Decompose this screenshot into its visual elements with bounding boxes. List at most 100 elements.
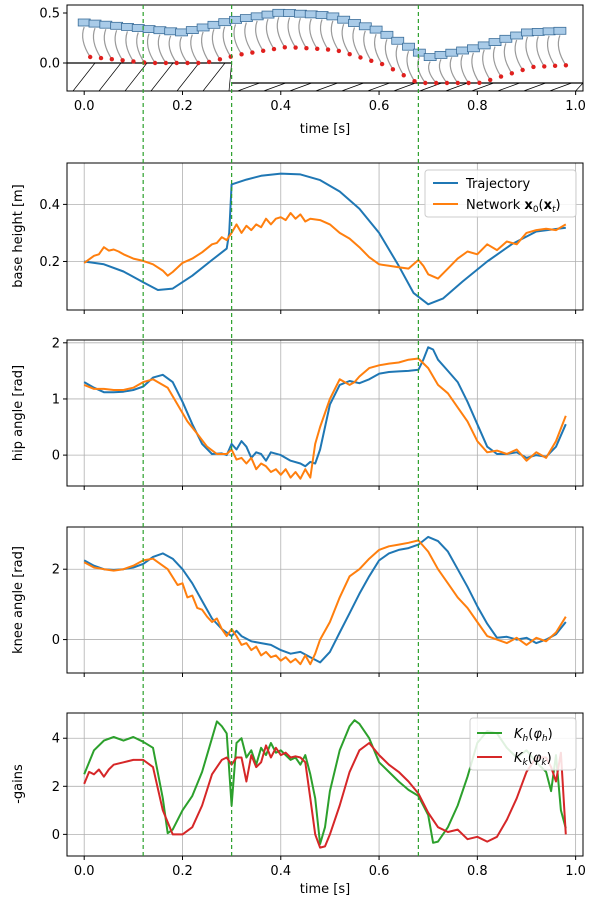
- x-tick-label: 0.4: [270, 99, 291, 114]
- robot-foot: [401, 73, 406, 78]
- robot-body: [88, 19, 102, 28]
- robot-leg: [341, 23, 351, 55]
- robot-leg: [265, 18, 275, 50]
- robot-body: [402, 42, 415, 51]
- robot-body: [261, 10, 275, 19]
- axes-frame: [66, 339, 584, 487]
- robot-leg: [168, 35, 178, 64]
- ground-hatch: [549, 82, 572, 92]
- y-tick-label: 1: [52, 392, 60, 407]
- robot-leg: [82, 26, 91, 58]
- robot-leg: [276, 17, 286, 48]
- robot-foot: [196, 60, 201, 66]
- robot-leg: [298, 17, 307, 49]
- robot-leg: [460, 54, 470, 84]
- robot-body: [456, 46, 470, 55]
- robot-foot: [293, 45, 298, 50]
- x-tick-label: 0.0: [74, 864, 95, 879]
- axes-frame: [66, 4, 584, 92]
- robot-body: [326, 12, 340, 21]
- axes-frame: [66, 712, 584, 857]
- robot-leg: [395, 45, 405, 76]
- robot-foot: [217, 57, 223, 62]
- robot-body: [164, 27, 178, 36]
- panel-hip-angle: 0 1 2 hip angle [rad]: [11, 336, 584, 490]
- x-tick-label: 0.6: [369, 99, 390, 114]
- series-line-1: [83, 357, 567, 480]
- robot-body: [521, 28, 534, 37]
- ground-hatch: [124, 62, 148, 92]
- robot-foot: [412, 79, 417, 84]
- robot-leg: [179, 36, 188, 64]
- y-axis-label: base height [m]: [11, 184, 26, 288]
- robot-foot: [455, 80, 460, 86]
- robot-leg: [114, 30, 124, 61]
- robot-leg: [438, 59, 448, 84]
- robot-leg: [136, 32, 145, 63]
- robot-leg: [201, 31, 210, 63]
- legend-box: [424, 169, 577, 218]
- ground-hatch: [72, 62, 96, 92]
- y-axis-label: hip angle [rad]: [11, 365, 26, 461]
- robot-leg: [157, 34, 167, 64]
- robot-leg: [352, 27, 361, 58]
- robot-body: [531, 27, 545, 36]
- robot-foot: [423, 80, 428, 86]
- ground-hatch: [289, 82, 312, 92]
- x-tick-label: 1.0: [565, 864, 586, 879]
- robot-foot: [109, 57, 115, 62]
- panel-gains: 0.0 0.2 0.4 0.6 0.8 1.0 0 2 4 -gains time [s] Kh…: [11, 712, 586, 897]
- y-tick-label: 2: [52, 780, 60, 795]
- ground-hatch: [445, 82, 468, 92]
- robot-leg: [428, 61, 437, 84]
- robot-body: [110, 21, 124, 30]
- ground-hatch: [315, 82, 338, 92]
- robot-leg: [503, 43, 513, 74]
- robot-foot: [358, 55, 363, 60]
- ground-hatch: [228, 62, 232, 92]
- robot-foot: [444, 80, 450, 86]
- robot-foot: [304, 46, 309, 51]
- robot-foot: [174, 60, 179, 66]
- ground-hatch: [150, 62, 174, 92]
- robot-leg: [514, 39, 524, 71]
- ground-hatch: [575, 82, 584, 92]
- x-tick-label: 0.8: [467, 864, 488, 879]
- legend-label-kh: Kh(φh): [514, 727, 553, 744]
- robot-leg: [536, 36, 545, 67]
- robot-body: [488, 38, 502, 46]
- y-tick-label: 0.0: [39, 57, 60, 72]
- x-tick-label: 0.4: [270, 864, 291, 879]
- ground-hatch: [237, 82, 260, 92]
- robot-body: [99, 20, 113, 29]
- robot-foot: [250, 50, 255, 55]
- robot-leg: [374, 33, 383, 65]
- robot-body: [283, 9, 297, 17]
- y-tick-label: 4: [52, 732, 60, 747]
- ground-hatch: [393, 82, 416, 92]
- robot-body: [131, 24, 145, 32]
- robot-body: [337, 15, 351, 24]
- robot-foot: [542, 64, 547, 69]
- robot-foot: [552, 63, 558, 69]
- robot-leg: [287, 17, 297, 48]
- x-tick-label: 1.0: [565, 99, 586, 114]
- series-line-1: [83, 212, 567, 280]
- legend-label-kk: Kk(φk): [514, 751, 552, 768]
- robot-body: [445, 48, 459, 57]
- robot-body: [207, 20, 221, 29]
- ground-hatch: [98, 62, 122, 92]
- robot-foot: [563, 63, 569, 68]
- robot-foot: [88, 54, 93, 60]
- robot-foot: [98, 55, 104, 61]
- series-line-0: [83, 346, 567, 468]
- robot-body: [77, 18, 91, 27]
- robot-foot: [347, 52, 352, 57]
- y-axis-label: knee angle [rad]: [11, 546, 26, 654]
- robot-body: [477, 41, 491, 50]
- robot-leg: [406, 50, 416, 82]
- robot-body: [423, 53, 437, 61]
- plot-area: [67, 5, 583, 91]
- robot-leg: [92, 27, 102, 59]
- x-axis-label: time [s]: [300, 122, 350, 137]
